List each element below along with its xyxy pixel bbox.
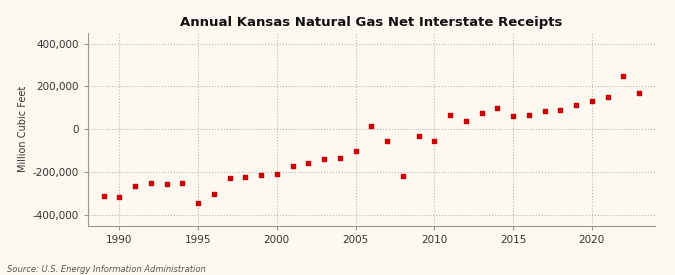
Point bbox=[492, 106, 503, 110]
Point bbox=[114, 194, 125, 199]
Y-axis label: Million Cubic Feet: Million Cubic Feet bbox=[18, 86, 28, 172]
Point bbox=[429, 139, 439, 143]
Point bbox=[98, 193, 109, 198]
Point bbox=[523, 113, 534, 117]
Point bbox=[634, 91, 645, 95]
Point bbox=[334, 156, 345, 160]
Point bbox=[240, 175, 250, 180]
Point bbox=[350, 148, 361, 153]
Point bbox=[381, 139, 392, 143]
Point bbox=[303, 161, 314, 166]
Point bbox=[366, 124, 377, 128]
Point bbox=[192, 201, 203, 205]
Point bbox=[555, 108, 566, 112]
Point bbox=[256, 173, 267, 177]
Point bbox=[209, 192, 219, 197]
Point bbox=[539, 109, 550, 113]
Point bbox=[476, 111, 487, 116]
Point bbox=[145, 180, 156, 185]
Point bbox=[271, 172, 282, 176]
Point bbox=[130, 184, 140, 188]
Point bbox=[319, 157, 329, 161]
Point bbox=[177, 180, 188, 185]
Title: Annual Kansas Natural Gas Net Interstate Receipts: Annual Kansas Natural Gas Net Interstate… bbox=[180, 16, 562, 29]
Point bbox=[413, 133, 424, 138]
Point bbox=[161, 182, 172, 186]
Point bbox=[587, 99, 597, 104]
Point bbox=[445, 113, 456, 117]
Point bbox=[287, 163, 298, 168]
Point bbox=[460, 119, 471, 123]
Point bbox=[398, 174, 408, 178]
Point bbox=[602, 95, 613, 99]
Point bbox=[570, 103, 581, 107]
Point bbox=[508, 114, 518, 119]
Point bbox=[618, 74, 628, 78]
Point bbox=[224, 176, 235, 181]
Text: Source: U.S. Energy Information Administration: Source: U.S. Energy Information Administ… bbox=[7, 265, 205, 274]
